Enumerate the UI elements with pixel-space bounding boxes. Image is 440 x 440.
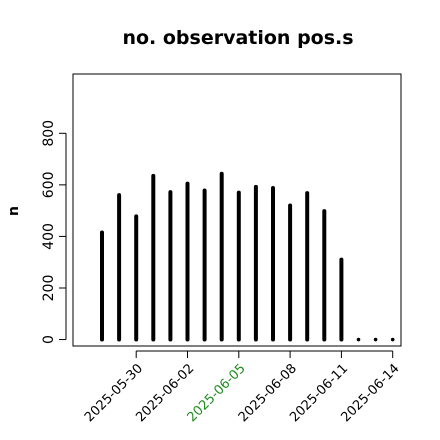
y-tick-label: 800 <box>41 120 57 147</box>
bar <box>356 337 361 342</box>
y-axis: 0 200 400 600 800 <box>41 120 67 344</box>
plot-frame <box>72 73 402 347</box>
bars <box>100 171 395 342</box>
y-tick-label: 600 <box>41 171 57 198</box>
y-tick-label: 0 <box>41 335 57 344</box>
chart-title: no. observation pos.s <box>122 27 353 49</box>
bar <box>373 337 378 342</box>
bar <box>390 337 395 342</box>
y-axis-label: n <box>6 206 22 216</box>
y-tick-label: 200 <box>41 275 57 302</box>
y-tick-label: 400 <box>41 223 57 250</box>
x-axis: 2025-05-302025-06-022025-06-052025-06-08… <box>82 350 403 425</box>
